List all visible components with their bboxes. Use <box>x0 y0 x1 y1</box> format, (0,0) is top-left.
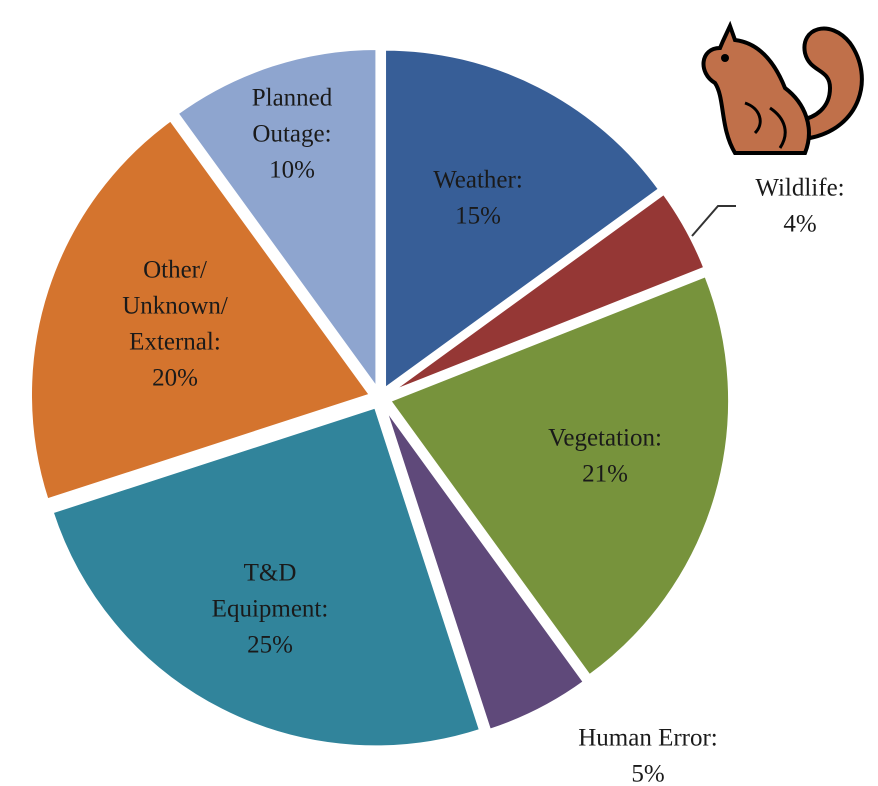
slice-label: External: <box>129 329 221 356</box>
slice-label: Vegetation: <box>548 425 662 452</box>
slice-value-label: 5% <box>631 761 664 786</box>
slice-label: Equipment: <box>212 596 329 623</box>
slice-label: Wildlife: <box>755 175 844 202</box>
slice-label: Weather: <box>433 167 523 194</box>
slice-value-label: 4% <box>783 211 816 238</box>
slice-value-label: 20% <box>152 365 198 392</box>
slice-label: T&D <box>244 560 297 587</box>
pie-slice <box>28 117 373 502</box>
pie-slice <box>387 191 707 395</box>
pie-slice <box>174 46 379 394</box>
leader-line <box>691 205 736 237</box>
slice-label: Outage: <box>252 121 331 148</box>
slice-value-label: 15% <box>455 203 501 230</box>
slice-value-label: 21% <box>582 461 628 488</box>
pie-slice <box>383 47 662 393</box>
slice-value-label: 25% <box>247 632 293 659</box>
slice-label: Human Error: <box>578 725 718 752</box>
slice-label: Unknown/ <box>122 293 228 320</box>
pie-slice <box>383 406 587 733</box>
pie-slice <box>387 273 732 678</box>
squirrel-icon <box>701 20 864 155</box>
slice-value-label: 10% <box>269 157 315 184</box>
pie-slice <box>50 405 483 749</box>
slice-label: Planned <box>252 85 333 112</box>
slice-label: Other/ <box>143 257 207 284</box>
